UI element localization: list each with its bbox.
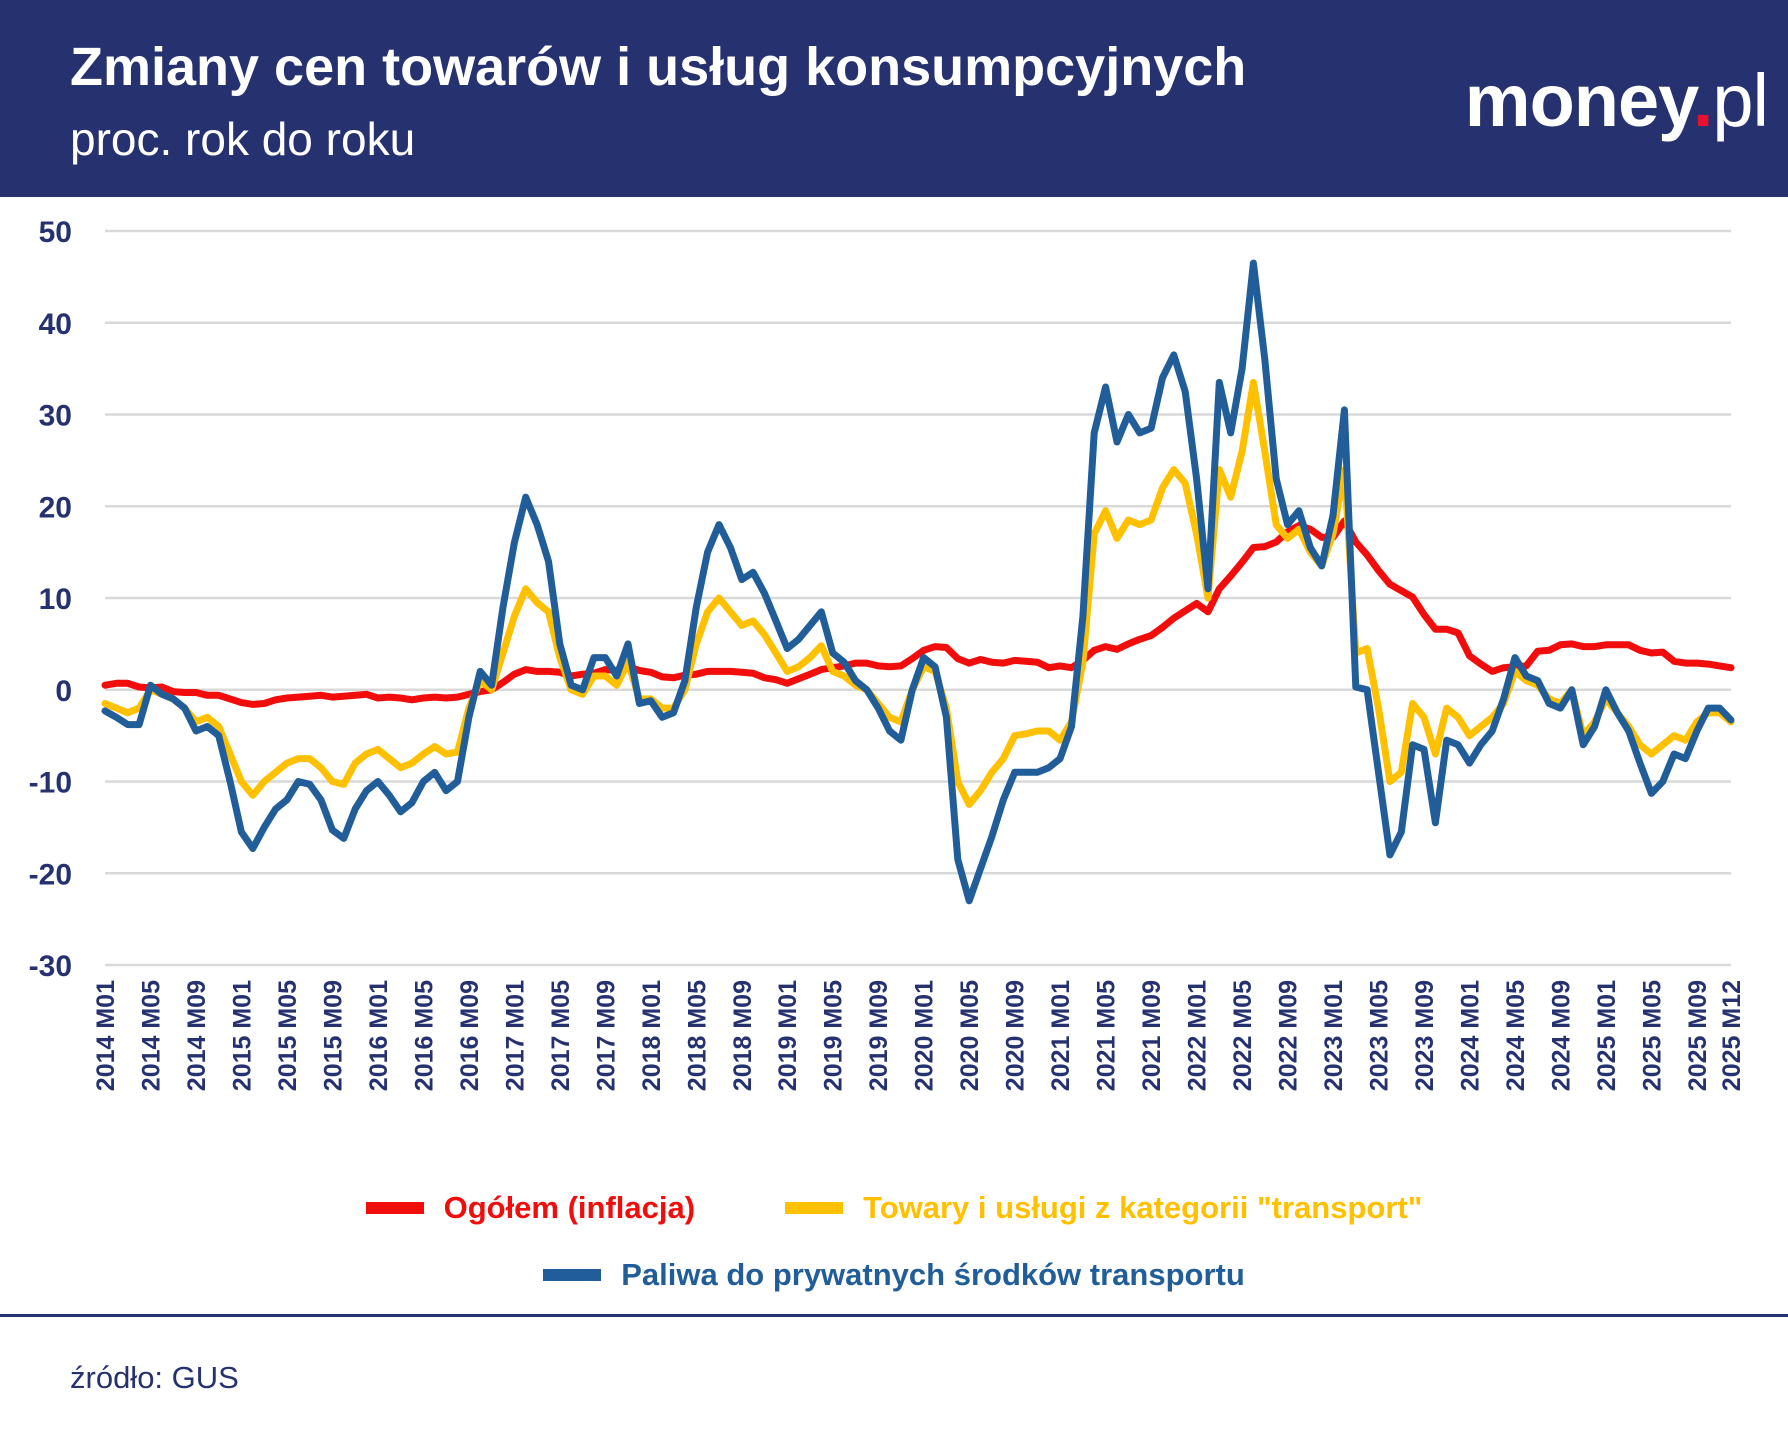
x-tick-label: 2015 M09 <box>319 980 347 1091</box>
x-tick-label: 2022 M01 <box>1184 980 1212 1091</box>
x-tick-label: 2015 M01 <box>228 980 256 1091</box>
footer-divider <box>0 1314 1788 1317</box>
line-chart: 50 40 30 20 10 0 -10 -20 -30 2014 M01 2014 M05 2014… <box>29 216 1746 1091</box>
y-tick-label: 20 <box>39 491 72 524</box>
x-tick-label: 2024 M09 <box>1547 980 1575 1091</box>
x-tick-label: 2016 M05 <box>410 980 438 1091</box>
x-tick-label: 2019 M05 <box>820 980 848 1091</box>
legend-item-transport: Towary i usługi z kategorii "transport" <box>785 1190 1422 1226</box>
y-tick-label: 40 <box>39 308 72 341</box>
x-tick-label: 2015 M05 <box>274 980 302 1091</box>
y-tick-label: 0 <box>55 675 72 708</box>
y-tick-label: -10 <box>29 767 72 800</box>
y-tick-label: -30 <box>29 950 72 983</box>
x-tick-label: 2020 M09 <box>1002 980 1030 1091</box>
source-note: źródło: GUS <box>70 1360 239 1395</box>
legend-label: Ogółem (inflacja) <box>443 1190 696 1225</box>
x-tick-label: 2014 M01 <box>92 980 120 1091</box>
x-tick-label: 2025 M05 <box>1638 980 1666 1091</box>
legend-row-2: Paliwa do prywatnych środków transportu <box>0 1257 1788 1293</box>
x-tick-label: 2022 M05 <box>1229 980 1257 1091</box>
x-tick-label: 2023 M01 <box>1320 980 1348 1091</box>
x-tick-label: 2024 M01 <box>1456 980 1484 1091</box>
legend-swatch-yellow <box>785 1202 844 1214</box>
series-line-2 <box>101 259 1735 905</box>
x-tick-label: 2021 M01 <box>1047 980 1075 1091</box>
x-tick-label: 2018 M01 <box>638 980 666 1091</box>
x-tick-label: 2017 M05 <box>547 980 575 1091</box>
x-tick-label: 2024 M05 <box>1502 980 1530 1091</box>
x-tick-label: 2016 M09 <box>456 980 484 1091</box>
x-tick-label: 2023 M09 <box>1411 980 1439 1091</box>
x-tick-label: 2014 M09 <box>183 980 211 1091</box>
legend-item-fuel: Paliwa do prywatnych środków transportu <box>543 1257 1245 1293</box>
header-banner: Zmiany cen towarów i usług konsumpcyjnyc… <box>0 0 1788 197</box>
x-tick-label: 2017 M01 <box>501 980 529 1091</box>
chart-subtitle: proc. rok do roku <box>70 113 416 165</box>
x-tick-label: 2018 M05 <box>683 980 711 1091</box>
legend-item-inflation: Ogółem (inflacja) <box>365 1190 696 1226</box>
y-tick-label: 50 <box>39 216 72 249</box>
x-tick-label: 2025 M12 <box>1718 980 1746 1091</box>
x-tick-label: 2017 M09 <box>592 980 620 1091</box>
x-tick-label: 2018 M09 <box>729 980 757 1091</box>
chart-title: Zmiany cen towarów i usług konsumpcyjnyc… <box>70 37 1247 97</box>
legend-row-1: Ogółem (inflacja) Towary i usługi z kate… <box>0 1190 1788 1226</box>
y-tick-label: 10 <box>39 583 72 616</box>
series-line-0 <box>101 517 1735 708</box>
legend-swatch-red <box>365 1202 424 1214</box>
x-tick-label: 2025 M01 <box>1593 980 1621 1091</box>
x-tick-label: 2021 M09 <box>1138 980 1166 1091</box>
money-pl-logo: money.pl <box>1464 59 1769 142</box>
x-tick-label: 2021 M05 <box>1093 980 1121 1091</box>
y-tick-label: -20 <box>29 858 72 891</box>
legend-swatch-blue <box>543 1269 602 1281</box>
x-tick-label: 2023 M05 <box>1366 980 1394 1091</box>
legend-label: Paliwa do prywatnych środków transportu <box>621 1257 1245 1292</box>
y-tick-label: 30 <box>39 400 72 433</box>
x-tick-label: 2014 M05 <box>137 980 165 1091</box>
x-tick-label: 2020 M05 <box>956 980 984 1091</box>
x-tick-label: 2020 M01 <box>911 980 939 1091</box>
x-tick-label: 2016 M01 <box>365 980 393 1091</box>
legend-label: Towary i usługi z kategorii "transport" <box>863 1190 1423 1225</box>
x-tick-label: 2019 M01 <box>774 980 802 1091</box>
x-tick-label: 2019 M09 <box>865 980 893 1091</box>
x-tick-label: 2022 M09 <box>1275 980 1303 1091</box>
x-tick-label: 2025 M09 <box>1684 980 1712 1091</box>
